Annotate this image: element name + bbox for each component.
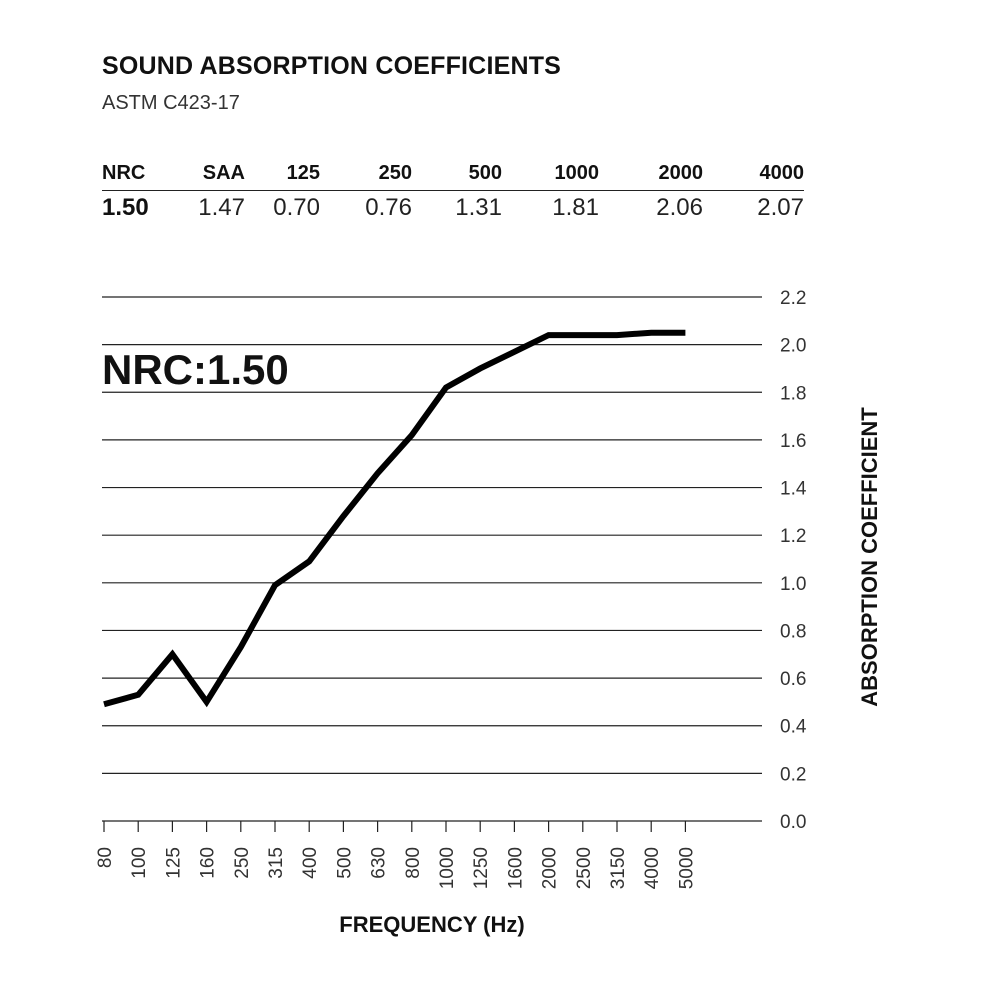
table-value-row: 1.50 1.47 0.70 0.76 1.31 1.81 2.06 2.07 — [102, 191, 804, 221]
table-value-125: 0.70 — [273, 194, 320, 221]
y-tick-label: 1.6 — [780, 431, 806, 452]
table-value-saa: 1.47 — [198, 194, 245, 221]
coefficient-table: NRC SAA 125 250 500 1000 2000 4000 1.50 1.47 0.70… — [102, 160, 804, 221]
table-header-2000: 2000 — [658, 162, 704, 184]
table-header-row: NRC SAA 125 250 500 1000 2000 4000 — [102, 160, 804, 191]
x-tick-label: 4000 — [642, 847, 663, 889]
table-header-250: 250 — [378, 162, 412, 184]
y-tick-label: 0.8 — [780, 621, 806, 642]
table-value-4000: 2.07 — [757, 194, 804, 221]
x-tick-label: 125 — [163, 847, 184, 879]
nrc-annotation: NRC:1.50 — [102, 346, 289, 393]
y-tick-label: 0.0 — [780, 812, 806, 833]
x-tick-label: 160 — [198, 847, 219, 879]
x-tick-label: 315 — [266, 847, 287, 879]
table-header-125: 125 — [286, 162, 320, 184]
x-tick-label: 1000 — [437, 847, 458, 889]
y-tick-label: 1.0 — [780, 574, 806, 595]
x-tick-label: 400 — [300, 847, 321, 879]
table-value-500: 1.31 — [455, 194, 502, 221]
x-tick-label: 630 — [369, 847, 390, 879]
y-tick-label: 0.2 — [780, 764, 806, 785]
y-axis-label: ABSORPTION COEFFICIENT — [857, 407, 882, 707]
table-value-1000: 1.81 — [552, 194, 599, 221]
table-header-nrc: NRC — [102, 162, 146, 184]
y-tick-label: 1.8 — [780, 383, 806, 404]
table-header-1000: 1000 — [554, 162, 600, 184]
table-header-saa: SAA — [202, 162, 245, 184]
table-value-250: 0.76 — [365, 194, 412, 221]
y-tick-label: 0.6 — [780, 669, 806, 690]
series-line — [103, 329, 686, 708]
chart-title: SOUND ABSORPTION COEFFICIENTS — [102, 52, 562, 80]
x-tick-label: 250 — [232, 847, 253, 879]
y-tick-label: 1.2 — [780, 526, 806, 547]
table-header-4000: 4000 — [759, 162, 805, 184]
x-tick-label: 100 — [129, 847, 150, 879]
x-tick-label: 1600 — [505, 847, 526, 889]
x-tick-label: 2500 — [574, 847, 595, 889]
table-header-500: 500 — [468, 162, 502, 184]
x-tick-label: 5000 — [676, 847, 697, 889]
table-value-2000: 2.06 — [656, 194, 703, 221]
x-tick-label: 1250 — [471, 847, 492, 889]
y-tick-label: 1.4 — [780, 479, 807, 500]
table-value-nrc: 1.50 — [102, 194, 149, 221]
x-axis-label: FREQUENCY (Hz) — [339, 912, 524, 937]
y-tick-label: 2.2 — [780, 288, 806, 309]
y-tick-label: 2.0 — [780, 336, 806, 357]
y-tick-label: 0.4 — [780, 717, 807, 738]
x-tick-label: 800 — [403, 847, 424, 879]
x-tick-label: 80 — [95, 847, 116, 868]
x-tick-label: 2000 — [540, 847, 561, 889]
x-tick-label: 500 — [334, 847, 355, 879]
chart-subtitle: ASTM C423-17 — [102, 92, 240, 114]
x-tick-label: 3150 — [608, 847, 629, 889]
